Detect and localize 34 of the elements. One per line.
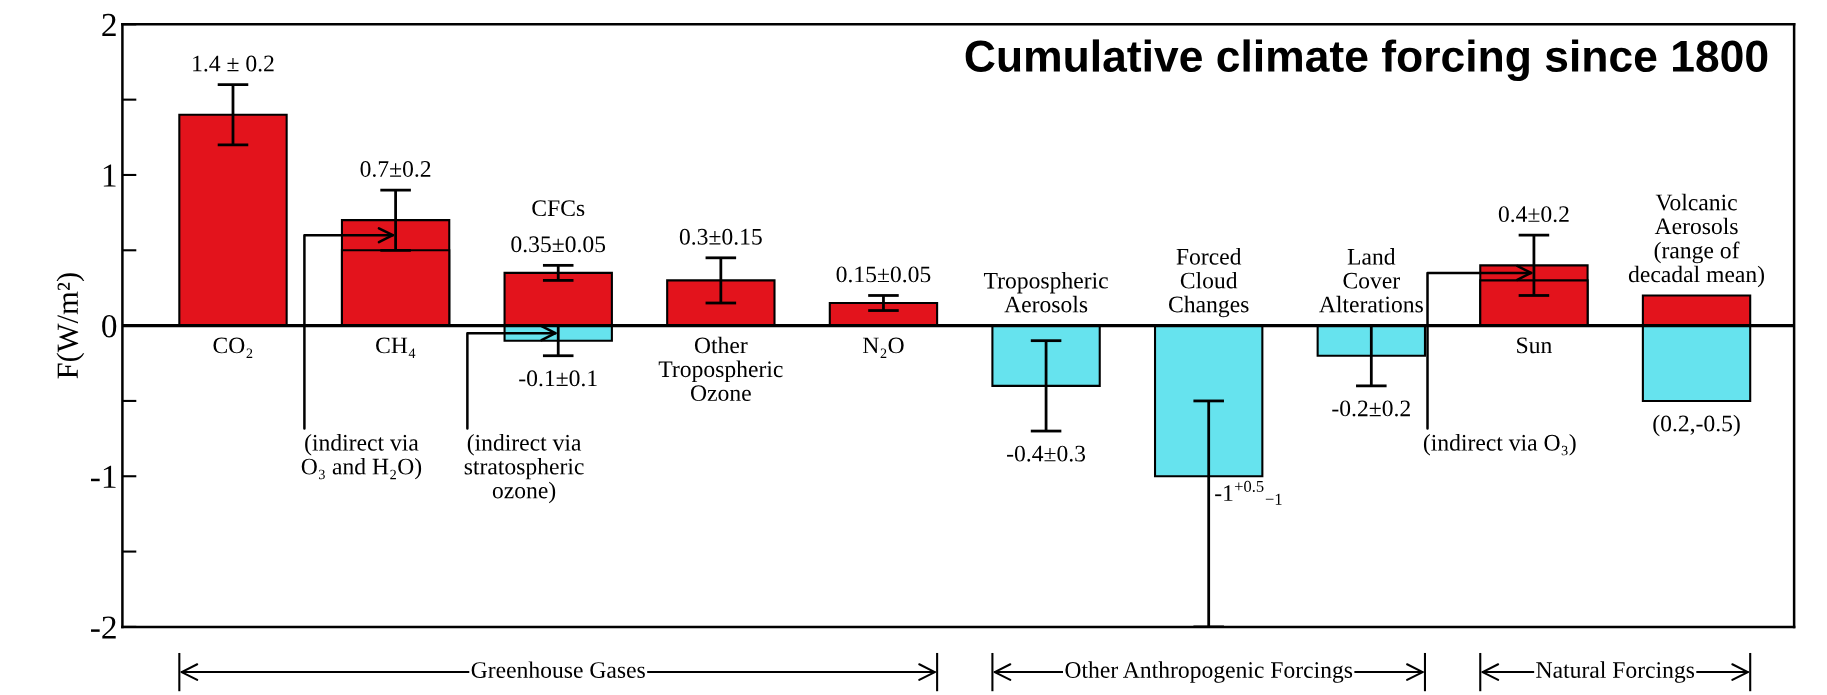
x-tick-label: Land Cover Alterations xyxy=(1319,248,1423,313)
x-tick-label: CO₂ xyxy=(213,337,253,358)
annotation: (indirect via O₃) xyxy=(1423,434,1576,456)
x-tick-label: Forced Cloud Changes xyxy=(1169,248,1249,318)
text: Greenhouse Gases xyxy=(471,661,645,678)
chart-title: Cumulative climate forcing since 1800 xyxy=(965,39,1768,82)
x-tick-label: Volcanic Aerosols (range of decadal mean) xyxy=(1628,193,1764,288)
y-tick-label: 0 xyxy=(102,315,117,338)
y-tick-label: 1 xyxy=(103,164,116,187)
data-label: 0.15±0.05 xyxy=(836,266,931,283)
annotation: (indirect via stratospheric ozone) xyxy=(464,434,584,504)
data-label: (0.2,-0.5) xyxy=(1653,414,1740,437)
x-tick-label: N₂O xyxy=(862,337,904,358)
data-label: -0.1±0.1 xyxy=(519,370,597,387)
data-label: -1$^{+0.5}$$_{−1}$ xyxy=(1215,480,1282,505)
data-label: 0.7±0.2 xyxy=(360,160,431,177)
data-label: -0.2±0.2 xyxy=(1332,400,1410,417)
y-tick-label: -1 xyxy=(91,465,116,488)
text: Natural Forcings xyxy=(1536,661,1695,683)
data-label: 0.35±0.05 xyxy=(511,236,606,253)
annotation: (indirect via O₃ and H₂O) xyxy=(301,434,422,480)
x-tick-label: Tropospheric Aerosols xyxy=(983,271,1108,313)
x-tick-label: Other Tropospheric Ozone xyxy=(658,336,783,402)
x-tick-label: Sun xyxy=(1517,337,1552,354)
y-tick-label: 2 xyxy=(102,13,116,36)
y-tick-label: -2 xyxy=(91,616,116,639)
data-label: 0.4±0.2 xyxy=(1498,206,1569,223)
data-label: 0.3±0.15 xyxy=(679,228,762,245)
data-label: -0.4±0.3 xyxy=(1007,445,1086,462)
y-axis-title: F(W/m²) xyxy=(56,273,85,379)
text: Other Anthropogenic Forcings xyxy=(1065,661,1353,683)
data-label: 1.4 ± 0.2 xyxy=(193,55,274,72)
x-tick-label: CH₄ xyxy=(376,337,416,358)
x-tick-label: CFCs xyxy=(532,200,585,217)
